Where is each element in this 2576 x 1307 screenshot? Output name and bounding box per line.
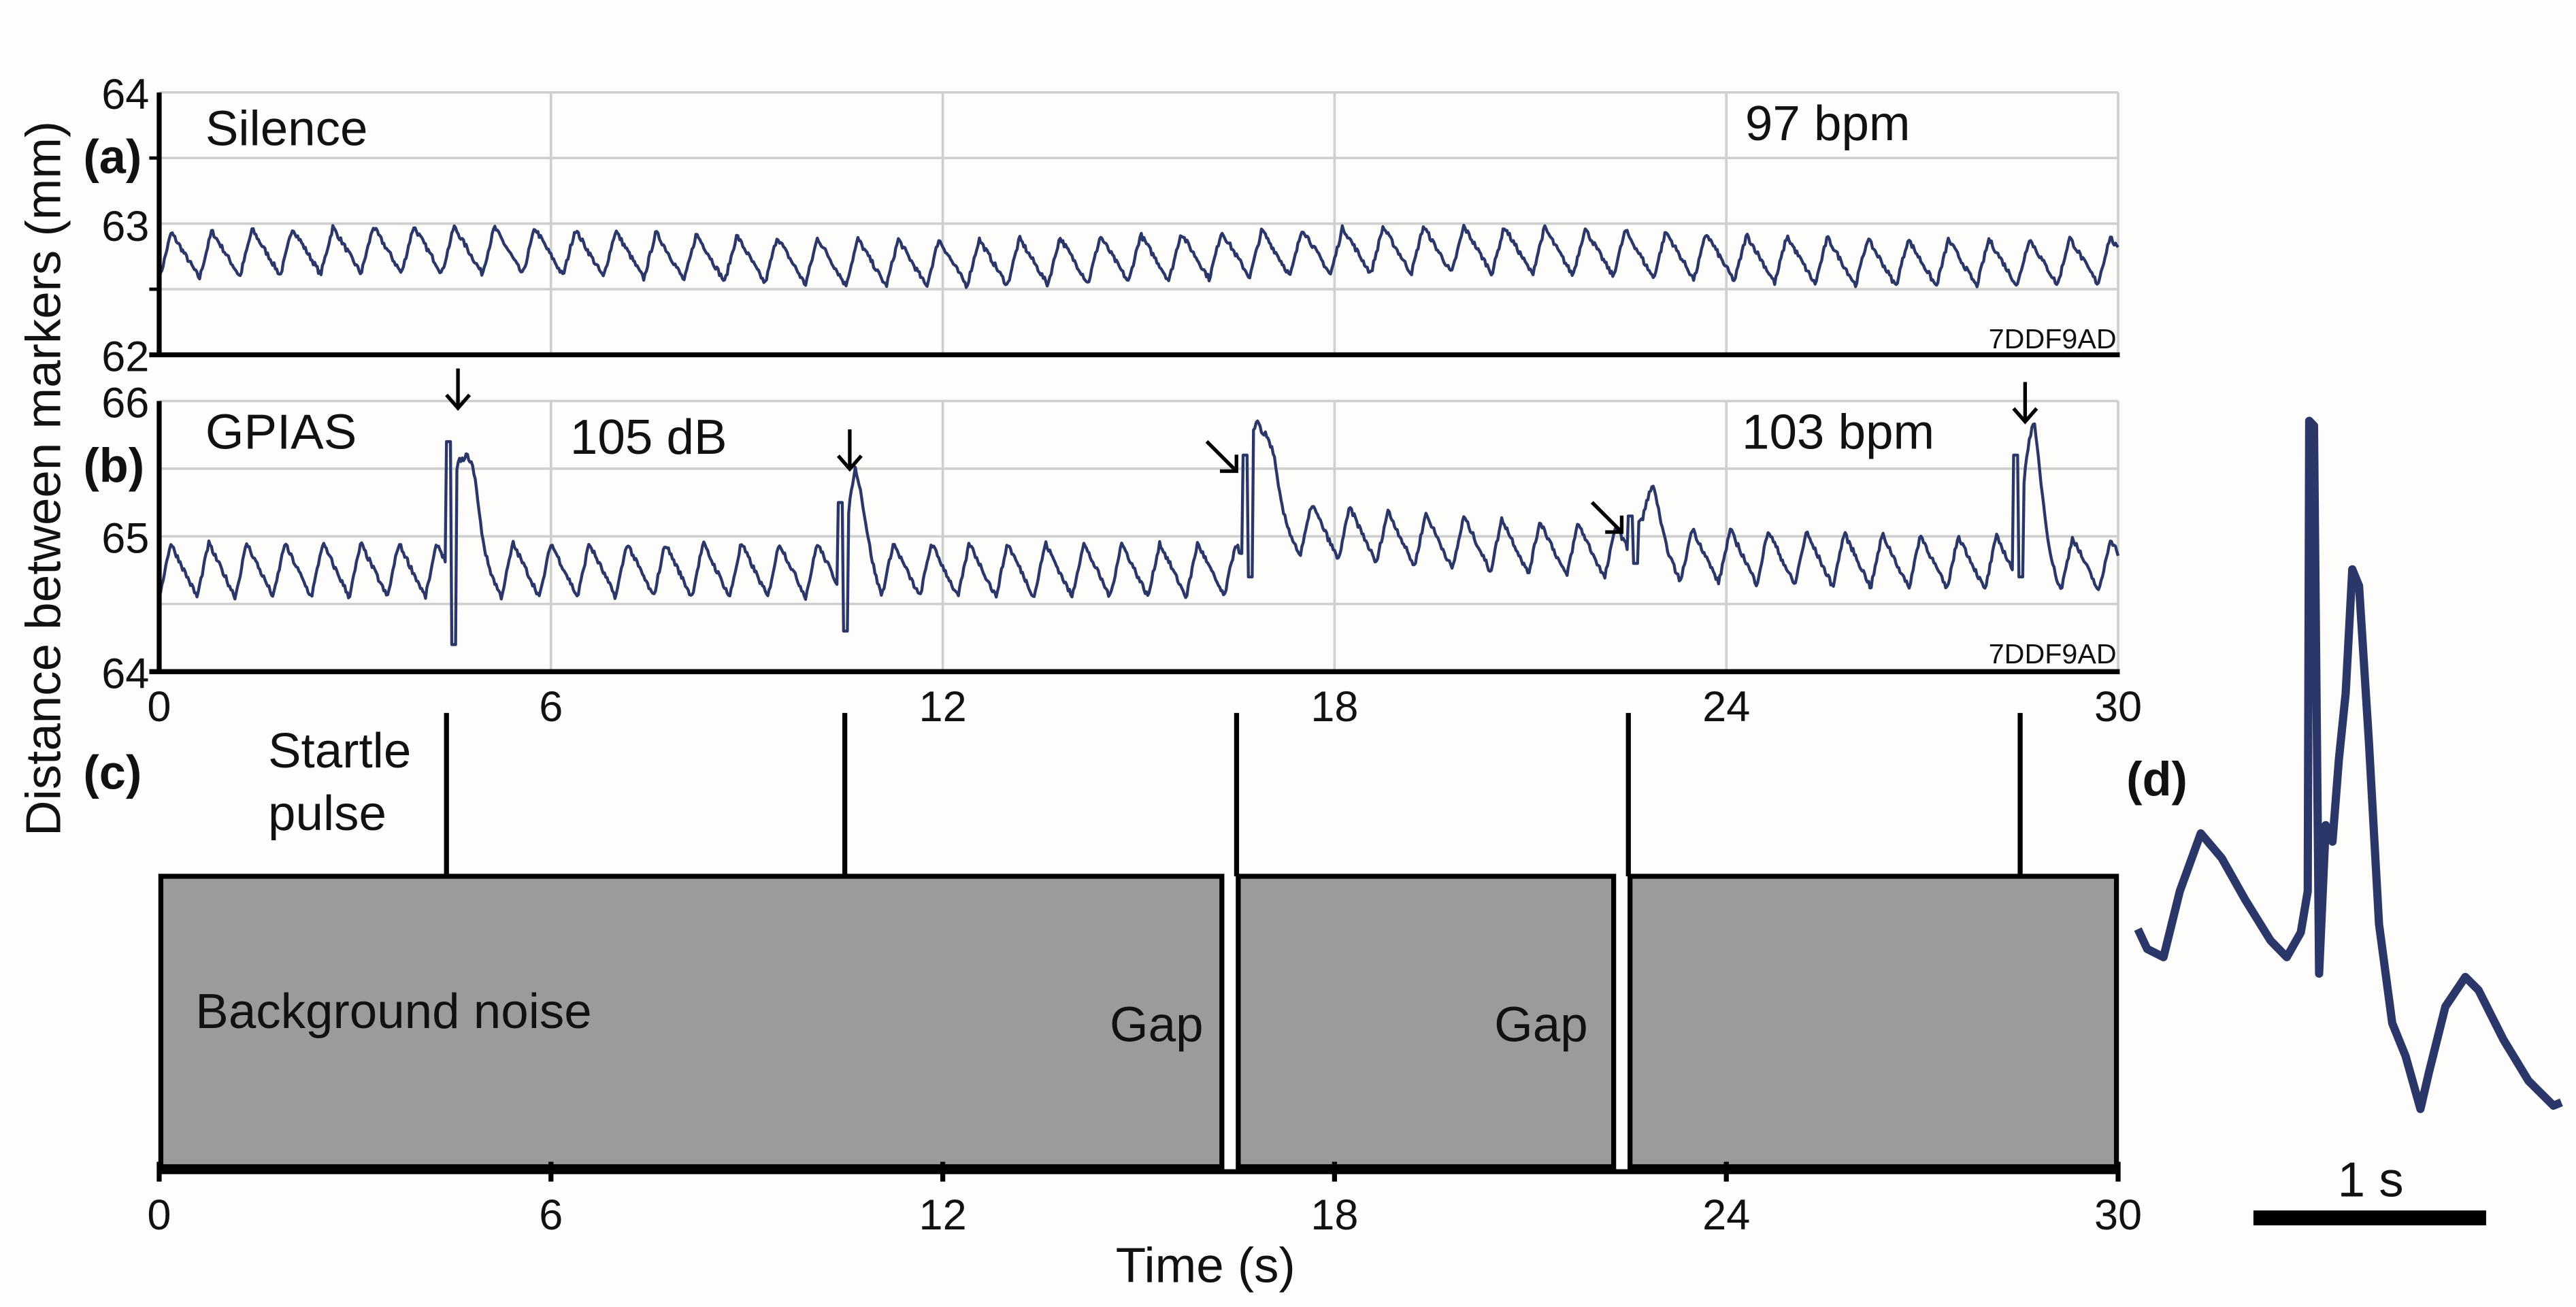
arrow-down-icon: [445, 368, 472, 411]
startle-pulses: [444, 712, 2023, 876]
startle-label-1: Startle: [268, 723, 411, 778]
startle-arrows: [445, 368, 2038, 534]
x-tick: 6: [539, 683, 563, 731]
y-axis-label: Distance between markers (mm): [16, 121, 71, 836]
panel-b: (b) 66 65 64 GPIAS 105 dB 103 bpm 7DDF9A…: [83, 368, 2142, 731]
arrow-diagonal-icon: [1590, 501, 1624, 534]
gap-label-2: Gap: [1494, 997, 1588, 1052]
arrow-down-icon: [836, 429, 863, 472]
x-tick: 30: [2094, 683, 2142, 731]
arrow-down-icon: [2012, 382, 2038, 425]
panel-a-grid: [149, 91, 2119, 355]
x-tick: 0: [147, 683, 171, 731]
rate-label-a: 97 bpm: [1745, 96, 1911, 151]
condition-label-silence: Silence: [205, 101, 368, 156]
rate-label-b: 103 bpm: [1742, 405, 1934, 460]
panel-d: (d) 1 s: [2126, 416, 2563, 1225]
startle-label-2: pulse: [268, 786, 386, 841]
panel-d-label: (d): [2126, 752, 2187, 806]
noise-block: [1628, 874, 2119, 1170]
arrow-diagonal-icon: [1205, 440, 1238, 474]
watermark-a: 7DDF9AD: [1989, 323, 2117, 354]
panel-b-grid: [159, 399, 2119, 672]
y-tick: 64: [101, 650, 149, 697]
level-label: 105 dB: [570, 410, 727, 465]
panel-c: (c) Startle pulse Background noise Gap G…: [83, 712, 2142, 1293]
x-tick: 24: [1702, 683, 1750, 731]
watermark-b: 7DDF9AD: [1989, 638, 2117, 669]
scale-bar-label: 1 s: [2338, 1152, 2404, 1207]
x-tick: 18: [1310, 683, 1358, 731]
panel-c-label: (c): [83, 745, 142, 799]
panel-a: (a) 64 63 62 Silence 97 bpm 7DDF9AD: [83, 71, 2120, 381]
x-ticks-b: 0 6 12 18 24 30: [147, 683, 2142, 731]
gap-label-1: Gap: [1110, 997, 1204, 1052]
trace-silence: [157, 223, 2119, 289]
y-tick: 63: [101, 203, 149, 250]
panel-a-label: (a): [83, 130, 142, 184]
x-tick: 12: [919, 1191, 967, 1239]
x-ticks-c: 0 6 12 18 24 30: [147, 1161, 2142, 1239]
noise-block: [1236, 874, 1617, 1170]
y-tick: 65: [101, 515, 149, 563]
trace-zoom: [2134, 416, 2563, 1114]
condition-label-gpias: GPIAS: [205, 405, 357, 460]
noise-block: [158, 874, 1225, 1170]
y-tick: 62: [101, 333, 149, 381]
x-tick: 30: [2094, 1191, 2142, 1239]
noise-blocks: [158, 874, 2119, 1170]
y-tick: 64: [101, 71, 149, 118]
background-noise-label: Background noise: [195, 984, 591, 1039]
x-tick: 12: [919, 683, 967, 731]
panel-b-label: (b): [83, 438, 144, 492]
x-tick: 6: [539, 1191, 563, 1239]
x-tick: 18: [1310, 1191, 1358, 1239]
x-tick: 24: [1702, 1191, 1750, 1239]
x-axis-label: Time (s): [1116, 1238, 1295, 1293]
x-tick: 0: [147, 1191, 171, 1239]
trace-gpias: [157, 419, 2120, 646]
y-tick: 66: [101, 380, 149, 427]
